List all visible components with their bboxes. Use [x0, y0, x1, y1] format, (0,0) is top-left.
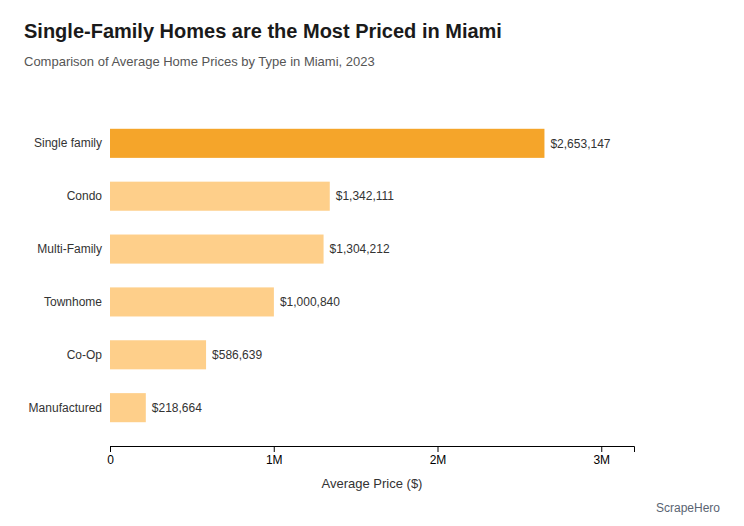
bars [110, 129, 544, 422]
y-tick: Manufactured [29, 401, 102, 415]
y-tick: Condo [67, 189, 103, 203]
y-tick-label: Manufactured [29, 401, 102, 415]
title: Single-Family Homes are the Most Priced … [24, 20, 502, 42]
y-tick: Townhome [44, 295, 102, 309]
y-tick-label: Single family [34, 136, 102, 150]
y-tick-label: Co-Op [67, 348, 103, 362]
x-axis-line [111, 447, 635, 453]
x-axis: 0 1M 2M 3M [107, 446, 634, 467]
x-tick-mark [601, 446, 602, 452]
data-label: $586,639 [212, 348, 262, 362]
x-tick: 0 [107, 446, 114, 467]
bar [110, 393, 146, 422]
y-tick-label: Townhome [44, 295, 102, 309]
bar [110, 129, 544, 158]
x-tick: 3M [593, 446, 610, 467]
x-tick-label: 1M [266, 453, 283, 467]
y-tick: Single family [34, 136, 102, 150]
y-axis: Single family Condo Multi-Family Townhome Co… [29, 136, 103, 414]
data-label: $2,653,147 [550, 137, 610, 151]
x-tick-mark [438, 446, 439, 452]
y-tick: Co-Op [67, 348, 103, 362]
data-label: $1,000,840 [280, 295, 340, 309]
data-label: $218,664 [152, 401, 202, 415]
x-tick: 1M [266, 446, 283, 467]
x-axis-title: Average Price ($) [322, 476, 423, 491]
bar [110, 182, 330, 211]
bar [110, 287, 274, 316]
chart-container: Single-Family Homes are the Most Priced … [0, 0, 744, 526]
plot-area: $2,653,147 $1,342,111 $1,304,212 $1,000,840… [29, 129, 635, 467]
x-tick-mark [274, 446, 275, 452]
x-tick-label: 3M [593, 453, 610, 467]
chart-svg: Single-Family Homes are the Most Priced … [0, 0, 744, 526]
x-tick-mark [110, 446, 111, 452]
x-tick-label: 2M [430, 453, 447, 467]
data-label: $1,342,111 [336, 189, 395, 203]
y-tick: Multi-Family [37, 242, 102, 256]
annotation: ScrapeHero [656, 501, 720, 515]
subtitle: Comparison of Average Home Prices by Typ… [24, 54, 375, 69]
data-label: $1,304,212 [330, 242, 390, 256]
bar [110, 340, 206, 369]
y-tick-label: Multi-Family [37, 242, 102, 256]
y-tick-label: Condo [67, 189, 103, 203]
bar [110, 235, 324, 264]
data-labels: $2,653,147 $1,342,111 $1,304,212 $1,000,840… [152, 137, 611, 415]
x-tick: 2M [430, 446, 447, 467]
x-tick-label: 0 [107, 453, 114, 467]
